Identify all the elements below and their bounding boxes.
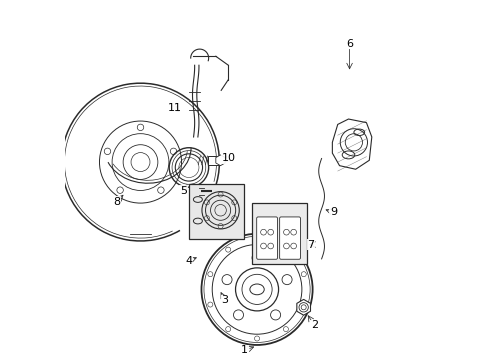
Text: 2: 2 (310, 320, 317, 330)
Text: 5: 5 (180, 186, 186, 196)
Text: 6: 6 (346, 39, 352, 49)
Bar (251, 203, 306, 264)
Polygon shape (332, 119, 371, 169)
Text: 10: 10 (221, 153, 235, 163)
Text: 8: 8 (113, 197, 121, 207)
Circle shape (202, 192, 239, 229)
Polygon shape (215, 155, 224, 166)
Bar (207, 156, 220, 165)
FancyBboxPatch shape (256, 217, 277, 259)
Polygon shape (296, 300, 310, 315)
Text: 3: 3 (221, 295, 228, 305)
Text: 9: 9 (329, 207, 336, 217)
Text: 7: 7 (306, 239, 314, 249)
Bar (188, 184, 244, 239)
Text: 11: 11 (167, 103, 181, 113)
FancyBboxPatch shape (279, 217, 300, 259)
Text: 1: 1 (241, 345, 247, 355)
Text: 4: 4 (185, 256, 192, 266)
